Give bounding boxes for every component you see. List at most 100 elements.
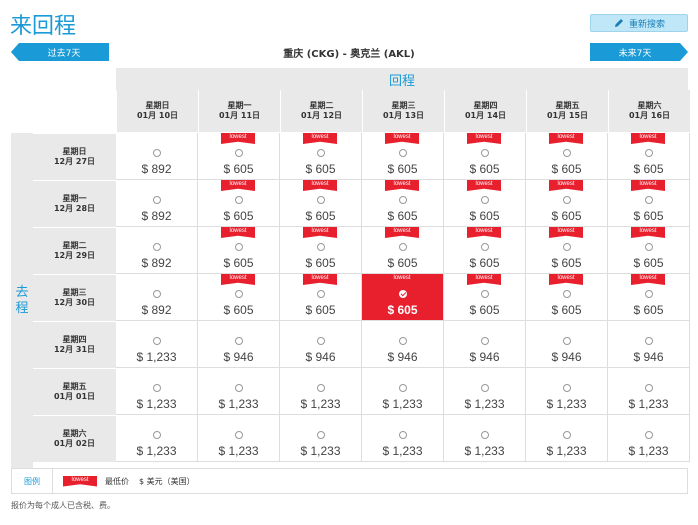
fare-cell[interactable]: lowest $ 605 <box>444 180 526 227</box>
prev-7-days-button[interactable]: 过去7天 <box>11 43 109 61</box>
fare-cell[interactable]: lowest $ 605 <box>608 274 690 321</box>
fare-cell[interactable]: $ 1,233 <box>198 415 280 462</box>
fare-cell[interactable]: $ 1,233 <box>280 368 362 415</box>
radio-icon[interactable] <box>481 149 489 157</box>
fare-cell[interactable]: lowest $ 605 <box>362 133 444 180</box>
radio-icon[interactable] <box>153 243 161 251</box>
fare-cell[interactable]: $ 1,233 <box>526 368 608 415</box>
fare-cell[interactable]: lowest $ 605 <box>198 133 280 180</box>
radio-icon[interactable] <box>317 337 325 345</box>
fare-cell[interactable]: lowest $ 605 <box>198 274 280 321</box>
radio-icon[interactable] <box>399 243 407 251</box>
fare-cell[interactable]: $ 1,233 <box>608 368 690 415</box>
fare-cell[interactable]: lowest $ 605 <box>608 133 690 180</box>
radio-icon[interactable] <box>399 149 407 157</box>
fare-cell[interactable]: lowest $ 605 <box>444 227 526 274</box>
radio-icon[interactable] <box>317 290 325 298</box>
fare-cell[interactable]: $ 1,233 <box>116 321 198 368</box>
check-icon[interactable] <box>399 290 407 298</box>
fare-cell[interactable]: lowest $ 605 <box>198 180 280 227</box>
radio-icon[interactable] <box>481 337 489 345</box>
fare-cell[interactable]: lowest $ 605 <box>526 274 608 321</box>
radio-icon[interactable] <box>481 243 489 251</box>
radio-icon[interactable] <box>153 196 161 204</box>
fare-cell[interactable]: $ 1,233 <box>526 415 608 462</box>
fare-cell[interactable]: $ 892 <box>116 133 198 180</box>
radio-icon[interactable] <box>317 431 325 439</box>
fare-cell[interactable]: $ 1,233 <box>280 415 362 462</box>
fare-cell[interactable]: lowest $ 605 <box>280 274 362 321</box>
fare-cell[interactable]: $ 892 <box>116 227 198 274</box>
fare-cell[interactable]: $ 1,233 <box>362 415 444 462</box>
fare-cell[interactable]: lowest $ 605 <box>280 133 362 180</box>
radio-icon[interactable] <box>235 149 243 157</box>
fare-cell[interactable]: lowest $ 605 <box>362 180 444 227</box>
radio-icon[interactable] <box>563 337 571 345</box>
radio-icon[interactable] <box>153 431 161 439</box>
radio-icon[interactable] <box>481 384 489 392</box>
fare-cell[interactable]: lowest $ 605 <box>280 180 362 227</box>
radio-icon[interactable] <box>563 431 571 439</box>
radio-icon[interactable] <box>235 243 243 251</box>
radio-icon[interactable] <box>317 149 325 157</box>
fare-cell[interactable]: $ 1,233 <box>198 368 280 415</box>
fare-cell[interactable]: $ 946 <box>280 321 362 368</box>
radio-icon[interactable] <box>563 384 571 392</box>
radio-icon[interactable] <box>235 337 243 345</box>
radio-icon[interactable] <box>399 337 407 345</box>
fare-cell[interactable]: $ 892 <box>116 180 198 227</box>
fare-cell[interactable]: $ 946 <box>362 321 444 368</box>
radio-icon[interactable] <box>645 196 653 204</box>
radio-icon[interactable] <box>399 431 407 439</box>
fare-cell[interactable]: lowest $ 605 <box>608 180 690 227</box>
fare-cell[interactable]: lowest $ 605 <box>444 274 526 321</box>
fare-cell[interactable]: lowest $ 605 <box>608 227 690 274</box>
radio-icon[interactable] <box>645 243 653 251</box>
fare-cell[interactable]: $ 946 <box>608 321 690 368</box>
fare-cell[interactable]: lowest $ 605 <box>526 133 608 180</box>
fare-cell[interactable]: $ 1,233 <box>444 415 526 462</box>
fare-cell[interactable]: lowest $ 605 <box>526 180 608 227</box>
radio-icon[interactable] <box>481 196 489 204</box>
radio-icon[interactable] <box>645 384 653 392</box>
fare-cell[interactable]: lowest $ 605 <box>362 274 444 321</box>
new-search-button[interactable]: 重新搜索 <box>590 14 688 32</box>
radio-icon[interactable] <box>153 149 161 157</box>
radio-icon[interactable] <box>645 337 653 345</box>
radio-icon[interactable] <box>153 290 161 298</box>
fare-cell[interactable]: $ 1,233 <box>116 368 198 415</box>
radio-icon[interactable] <box>563 149 571 157</box>
next-7-days-button[interactable]: 未来7天 <box>590 43 688 61</box>
fare-cell[interactable]: $ 946 <box>444 321 526 368</box>
radio-icon[interactable] <box>235 196 243 204</box>
radio-icon[interactable] <box>645 290 653 298</box>
fare-cell[interactable]: $ 892 <box>116 274 198 321</box>
fare-cell[interactable]: lowest $ 605 <box>362 227 444 274</box>
radio-icon[interactable] <box>481 431 489 439</box>
radio-icon[interactable] <box>645 431 653 439</box>
fare-cell[interactable]: $ 1,233 <box>444 368 526 415</box>
radio-icon[interactable] <box>235 431 243 439</box>
fare-cell[interactable]: lowest $ 605 <box>198 227 280 274</box>
fare-cell[interactable]: $ 946 <box>198 321 280 368</box>
fare-cell[interactable]: $ 1,233 <box>608 415 690 462</box>
fare-cell[interactable]: lowest $ 605 <box>444 133 526 180</box>
radio-icon[interactable] <box>153 337 161 345</box>
radio-icon[interactable] <box>563 290 571 298</box>
fare-cell[interactable]: $ 1,233 <box>116 415 198 462</box>
radio-icon[interactable] <box>153 384 161 392</box>
radio-icon[interactable] <box>399 384 407 392</box>
fare-cell[interactable]: lowest $ 605 <box>280 227 362 274</box>
fare-cell[interactable]: lowest $ 605 <box>526 227 608 274</box>
fare-cell[interactable]: $ 946 <box>526 321 608 368</box>
radio-icon[interactable] <box>317 384 325 392</box>
radio-icon[interactable] <box>481 290 489 298</box>
radio-icon[interactable] <box>235 290 243 298</box>
radio-icon[interactable] <box>317 243 325 251</box>
radio-icon[interactable] <box>317 196 325 204</box>
radio-icon[interactable] <box>645 149 653 157</box>
radio-icon[interactable] <box>399 196 407 204</box>
fare-cell[interactable]: $ 1,233 <box>362 368 444 415</box>
radio-icon[interactable] <box>563 196 571 204</box>
radio-icon[interactable] <box>235 384 243 392</box>
